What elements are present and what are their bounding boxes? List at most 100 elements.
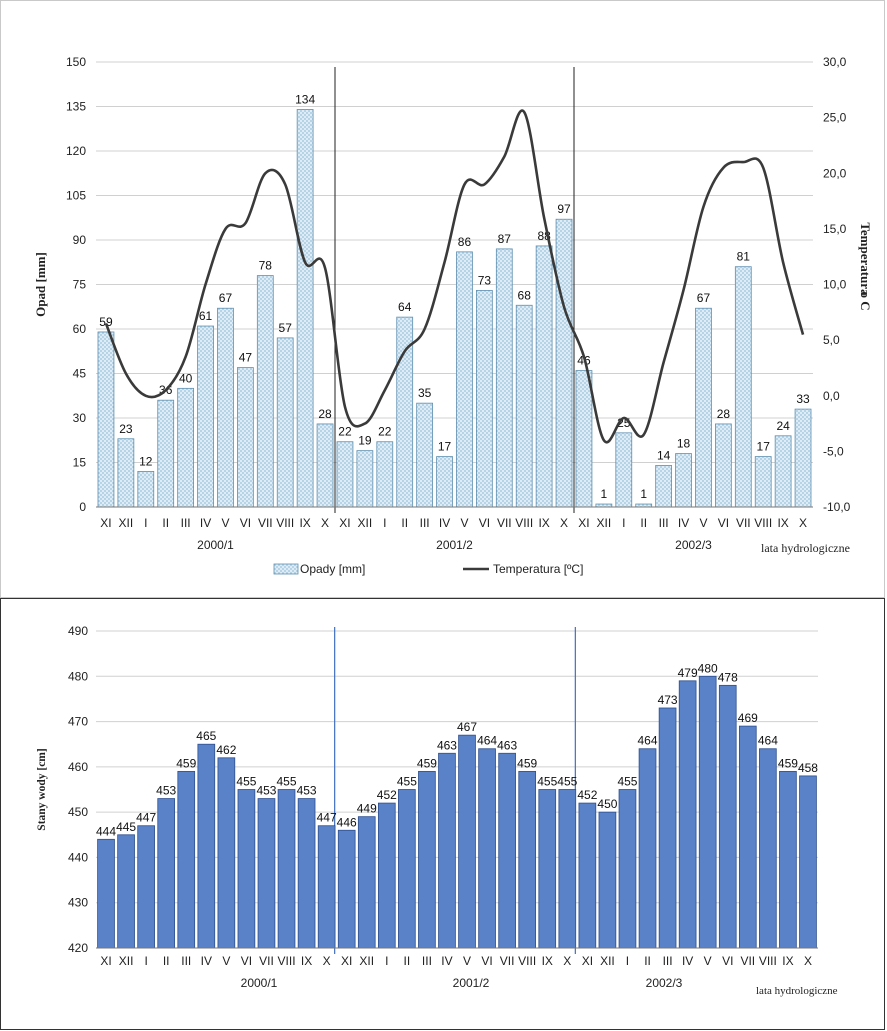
water-level-value-label: 463 [437, 738, 457, 752]
precipitation-value-label: 18 [677, 437, 691, 451]
water-level-bar [799, 775, 817, 949]
precipitation-value-label: 57 [279, 321, 293, 335]
month-tick-label: XII [597, 516, 612, 530]
water-level-value-label: 465 [196, 729, 216, 743]
water-level-value-label: 462 [216, 743, 236, 757]
water-level-value-label: 459 [417, 756, 437, 770]
precipitation-value-label: 17 [757, 440, 771, 454]
y-right-tick-label: 30,0 [823, 55, 847, 69]
precipitation-bar [715, 423, 732, 508]
month-tick-label: XI [582, 954, 593, 968]
precipitation-bar [177, 387, 194, 508]
month-tick-label: VII [740, 954, 755, 968]
month-tick-label: XII [119, 516, 134, 530]
month-tick-label: VIII [278, 954, 296, 968]
month-tick-label: VI [481, 954, 492, 968]
month-tick-label: V [460, 516, 468, 530]
water-level-bar [478, 748, 496, 949]
water-level-value-label: 479 [678, 666, 698, 680]
month-tick-label: I [622, 516, 625, 530]
month-tick-label: I [144, 516, 147, 530]
y-right-tick-label: -5,0 [823, 444, 844, 458]
precipitation-value-label: 22 [338, 425, 352, 439]
water-level-bar [97, 838, 115, 949]
month-tick-label: VI [722, 954, 733, 968]
precipitation-value-label: 78 [259, 259, 273, 273]
precipitation-bar [695, 307, 712, 508]
month-tick-label: V [221, 516, 229, 530]
water-level-bar [177, 770, 196, 949]
water-level-value-label: 464 [638, 734, 658, 748]
precipitation-bar [356, 450, 374, 508]
month-tick-label: I [626, 954, 629, 968]
water-level-bar [718, 684, 737, 949]
month-tick-label: XII [359, 954, 374, 968]
legend-bars-swatch [273, 563, 299, 575]
month-tick-label: II [401, 516, 408, 530]
hydrological-year-label: 2002/3 [646, 976, 683, 990]
y-tick-label: 490 [68, 624, 88, 638]
precipitation-bar [575, 370, 593, 508]
month-tick-label: XII [119, 954, 134, 968]
y-right-tick-label: 25,0 [823, 111, 847, 125]
precipitation-value-label: 14 [657, 448, 671, 462]
month-tick-label: V [704, 954, 712, 968]
precipitation-value-label: 33 [796, 392, 810, 406]
precipitation-value-label: 67 [219, 291, 233, 305]
month-tick-label: III [659, 516, 669, 530]
water-level-value-label: 464 [477, 734, 497, 748]
water-level-value-label: 453 [297, 784, 317, 798]
precipitation-bar [734, 266, 752, 508]
water-level-value-label: 450 [597, 797, 617, 811]
month-tick-label: V [463, 954, 471, 968]
water-level-bar [759, 748, 777, 949]
precipitation-bar [97, 331, 115, 508]
hydrological-year-label: 2001/2 [453, 976, 490, 990]
water-level-bar [498, 752, 516, 949]
y-tick-label: 470 [68, 715, 88, 729]
y-left-tick-label: 120 [66, 144, 86, 158]
month-tick-label: IV [682, 954, 693, 968]
water-level-bar [197, 743, 216, 949]
precipitation-value-label: 73 [478, 273, 492, 287]
water-level-bar [518, 770, 537, 949]
month-tick-label: II [640, 516, 647, 530]
precipitation-value-label: 19 [358, 434, 372, 448]
water-level-value-label: 455 [557, 775, 577, 789]
water-level-value-label: 473 [658, 693, 678, 707]
y-left-tick-label: 60 [73, 322, 87, 336]
y-tick-label: 480 [68, 669, 88, 683]
month-tick-label: X [804, 954, 812, 968]
precipitation-value-label: 35 [418, 386, 432, 400]
precipitation-bar [296, 109, 314, 508]
precipitation-bar [237, 367, 254, 508]
month-tick-label: IX [777, 516, 788, 530]
month-tick-label: IV [441, 954, 452, 968]
month-tick-label: VI [241, 954, 252, 968]
legend-bars-label: Opady [mm] [300, 562, 365, 576]
precipitation-value-label: 47 [239, 351, 253, 365]
month-tick-label: VI [240, 516, 251, 530]
month-tick-label: III [420, 516, 430, 530]
water-level-bar [618, 789, 637, 949]
precipitation-value-label: 28 [318, 407, 332, 421]
water-level-bar [779, 770, 797, 949]
water-level-value-label: 467 [457, 720, 477, 734]
water-level-bar [357, 816, 376, 949]
y-tick-label: 460 [68, 760, 88, 774]
month-tick-label: VIII [518, 954, 536, 968]
precipitation-bar [137, 470, 155, 508]
precipitation-value-label: 23 [119, 422, 133, 436]
precipitation-temperature-panel: 0 15 30 45 60 75 90 105 120 135 150 -10,0 -5,0 0,0 5,0… [0, 0, 885, 598]
y-tick-label: 440 [68, 850, 88, 864]
precipitation-value-label: 61 [199, 309, 213, 323]
x-axis-caption: lata hydrologiczne [761, 541, 850, 555]
y-right-axis-title: Temperatura [858, 222, 873, 296]
hydrological-year-label: 2000/1 [197, 538, 234, 552]
month-tick-label: IX [782, 954, 793, 968]
water-level-bar [337, 829, 356, 949]
water-level-value-label: 469 [738, 711, 758, 725]
precipitation-bar [157, 399, 175, 508]
month-tick-label: XI [341, 954, 352, 968]
